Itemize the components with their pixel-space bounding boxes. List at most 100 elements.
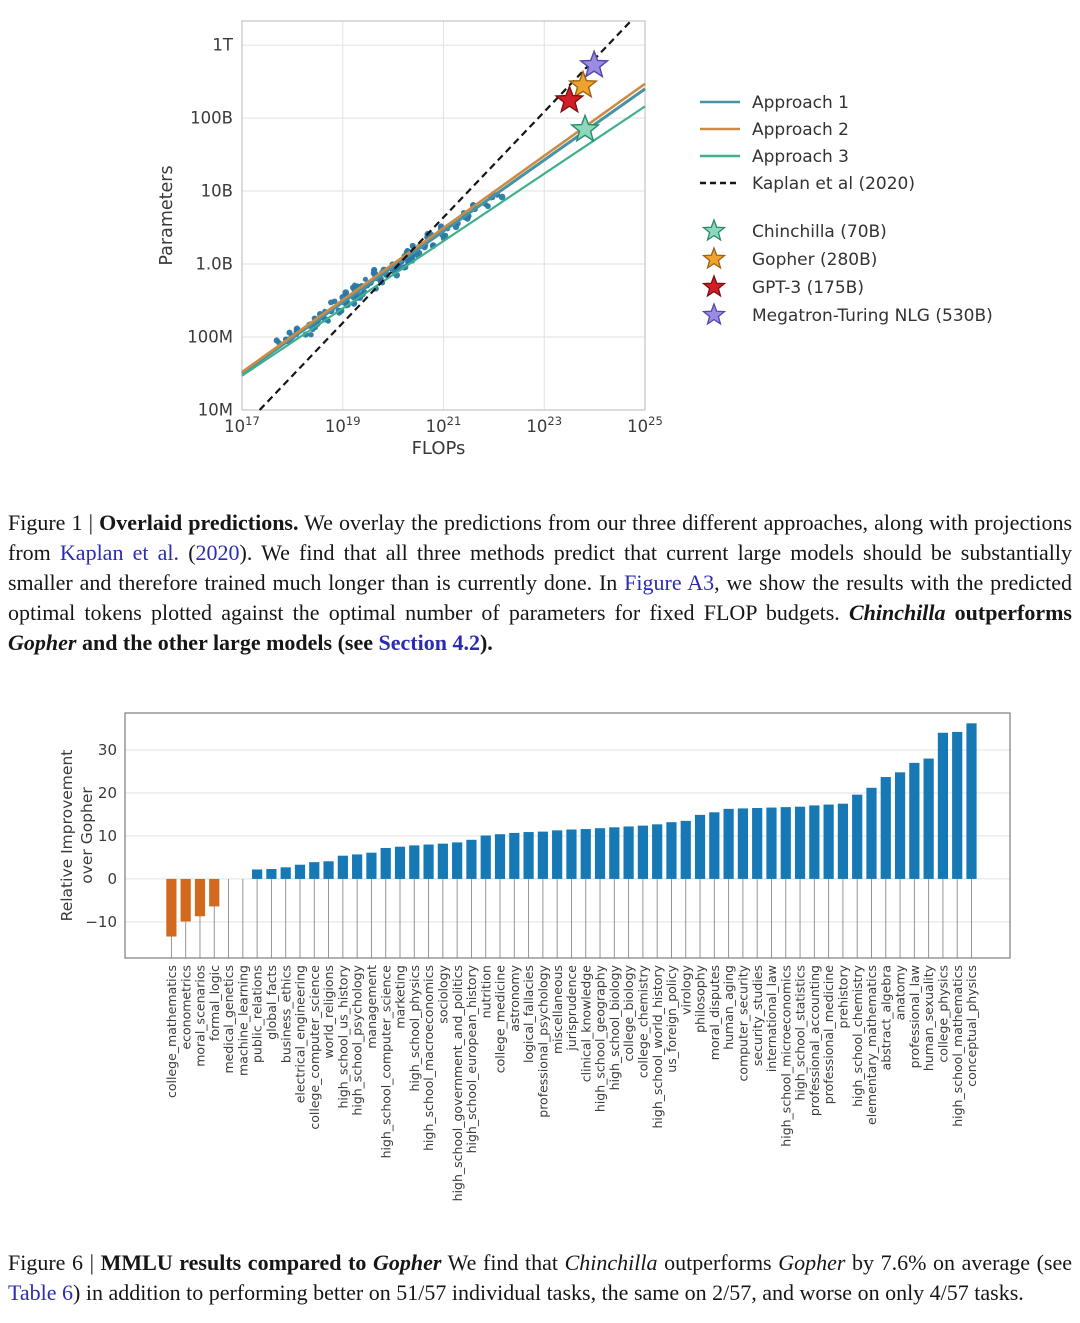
y-axis: 30 20 10 0 −10 Relative Improvement over Gophe…: [58, 741, 117, 931]
star-megatron-turing-nlg-530b-: [578, 49, 610, 79]
caption-text: outperforms: [657, 1250, 779, 1275]
caption-text: and the other large models (see: [76, 630, 379, 655]
legend-star-swatch: [701, 246, 727, 270]
legend-label: GPT-3 (175B): [752, 278, 864, 298]
y-tick-label: 0: [107, 870, 117, 888]
y-tick-label: 100M: [187, 328, 233, 347]
legend: Approach 1 Approach 2 Approach 3 Kaplan et …: [700, 93, 993, 326]
bar-conceptual_physics: [966, 723, 977, 879]
model-point: [362, 276, 369, 282]
x-axis-category-labels: college_mathematics econometrics moral_sce…: [164, 964, 979, 1201]
category-label-econometrics: econometrics: [178, 965, 193, 1050]
bar-college_chemistry: [637, 825, 648, 879]
category-label-moral_scenarios: moral_scenarios: [193, 965, 208, 1067]
category-label-professional_accounting: professional_accounting: [807, 965, 822, 1116]
legend-label: Approach 1: [752, 93, 849, 113]
bar-high_school_us_history: [337, 855, 348, 879]
bar-high_school_european_history: [466, 839, 477, 879]
category-label-professional_psychology: professional_psychology: [535, 964, 550, 1117]
caption-text: Chinchilla: [848, 600, 946, 625]
x-tick-label: 1019: [325, 414, 361, 436]
bar-high_school_mathematics: [952, 731, 963, 879]
caption-link[interactable]: Section 4.2: [378, 630, 480, 655]
category-label-high_school_government_and_politics: high_school_government_and_politics: [450, 965, 465, 1201]
caption-link[interactable]: 2020: [195, 540, 240, 565]
y-axis-label-line2: over Gopher: [78, 787, 96, 884]
bar-human_sexuality: [923, 758, 934, 879]
model-point: [328, 299, 334, 306]
legend-star-swatch: [701, 218, 727, 242]
caption-text: ). We find that all three methods predic…: [8, 540, 1072, 595]
bar-college_computer_science: [309, 862, 320, 879]
bar-high_school_computer_science: [380, 847, 391, 879]
legend-label: Megatron-Turing NLG (530B): [752, 306, 993, 326]
category-label-college_mathematics: college_mathematics: [164, 965, 179, 1098]
category-label-us_foreign_policy: us_foreign_policy: [664, 964, 679, 1072]
star-chinchilla-70b-: [569, 113, 601, 143]
y-tick-label: −10: [85, 913, 117, 931]
category-label-high_school_computer_science: high_school_computer_science: [378, 965, 393, 1159]
bar-public_relations: [252, 869, 263, 879]
bar-econometrics: [180, 878, 191, 922]
caption-link[interactable]: Kaplan et al.: [59, 540, 180, 565]
caption-text: by 7.6% on average (see: [845, 1250, 1072, 1275]
bar-high_school_psychology: [352, 854, 363, 879]
bar-high_school_world_history: [652, 824, 663, 879]
bar-global_facts: [266, 869, 277, 879]
x-tick-label: 1025: [627, 414, 663, 436]
bar-abstract_algebra: [880, 777, 891, 879]
category-label-human_sexuality: human_sexuality: [921, 964, 936, 1071]
caption-text: Gopher: [778, 1250, 846, 1275]
category-label-college_chemistry: college_chemistry: [635, 964, 650, 1078]
bar-professional_law: [909, 762, 920, 879]
category-label-formal_logic: formal_logic: [207, 965, 222, 1041]
category-label-high_school_mathematics: high_school_mathematics: [950, 965, 965, 1127]
y-axis-label-line1: Relative Improvement: [58, 750, 76, 922]
line-approach-2: [241, 82, 646, 374]
model-point: [485, 203, 491, 210]
category-label-college_physics: college_physics: [936, 965, 951, 1063]
bar-miscellaneous: [552, 830, 563, 879]
bar-anatomy: [894, 772, 906, 879]
category-label-business_ethics: business_ethics: [278, 965, 293, 1063]
bar-philosophy: [694, 814, 706, 879]
category-label-high_school_world_history: high_school_world_history: [650, 964, 665, 1128]
bar-us_foreign_policy: [666, 822, 677, 879]
caption-link[interactable]: Table 6: [8, 1280, 74, 1305]
bar-security_studies: [752, 807, 763, 879]
bar-international_law: [766, 807, 777, 879]
star-gpt-3-175b-: [554, 84, 585, 114]
figure6-caption: Figure 6 | MMLU results compared to Goph…: [8, 1248, 1072, 1308]
caption-text: We overlay the predictions from our thre…: [8, 510, 1073, 565]
category-label-high_school_us_history: high_school_us_history: [335, 964, 350, 1108]
caption-text: Figure 6 |: [8, 1250, 101, 1275]
bar-high_school_physics: [409, 845, 420, 879]
category-label-college_biology: college_biology: [621, 964, 636, 1061]
figure1-caption: Figure 1 | Overlaid predictions. We over…: [8, 508, 1072, 658]
category-label-college_medicine: college_medicine: [493, 965, 508, 1074]
category-label-nutrition: nutrition: [478, 965, 493, 1018]
category-label-anatomy: anatomy: [893, 964, 908, 1020]
category-label-logical_fallacies: logical_fallacies: [521, 965, 536, 1063]
bar-marketing: [394, 846, 406, 879]
bar-electrical_engineering: [294, 864, 306, 879]
y-tick-label: 10: [98, 827, 117, 845]
category-label-electrical_engineering: electrical_engineering: [293, 965, 308, 1103]
category-label-philosophy: philosophy: [693, 964, 708, 1032]
category-label-high_school_microeconomics: high_school_microeconomics: [778, 965, 793, 1147]
model-point: [498, 193, 506, 201]
caption-text: MMLU results compared to: [100, 1250, 373, 1275]
y-tick-label: 20: [98, 784, 117, 802]
bar-elementary_mathematics: [866, 787, 877, 879]
y-tick-label: 1T: [212, 36, 233, 55]
category-label-prehistory: prehistory: [836, 964, 851, 1028]
caption-text: , we show the results with the predicted…: [8, 570, 1072, 625]
category-label-sociology: sociology: [435, 964, 450, 1023]
star-gopher-280b-: [567, 69, 599, 99]
category-label-management: management: [364, 965, 379, 1049]
bar-high_school_government_and_politics: [452, 842, 463, 879]
caption-link[interactable]: Figure A3: [624, 570, 715, 595]
bar-business_ethics: [280, 867, 291, 879]
caption-text: Figure 1 |: [8, 510, 100, 535]
